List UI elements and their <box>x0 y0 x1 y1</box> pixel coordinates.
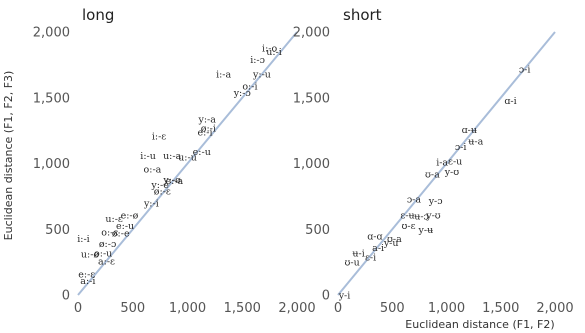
data-point-label: y:-ø <box>162 175 181 186</box>
x-tick-label: 500 <box>120 301 145 316</box>
reference-line <box>77 31 298 296</box>
panel-title-short: short <box>343 6 382 24</box>
data-point-label: ø:-ɛ <box>154 187 171 198</box>
data-point-label: y-ʊ <box>425 210 441 221</box>
data-point-label: a:-ɛ <box>98 256 115 267</box>
data-point-label: y:-e <box>150 180 169 191</box>
data-point-label: y-ʉ <box>418 225 434 236</box>
data-point-label: ø:-ɔ <box>99 239 116 250</box>
y-tick-label: 500 <box>305 223 330 238</box>
data-point-label: y:-i <box>143 198 159 209</box>
data-point-label: e:-i <box>197 127 212 138</box>
y-tick-label: 0 <box>62 289 70 304</box>
data-point-label: ʉ-a <box>468 137 483 148</box>
data-point-label: e:-ø <box>121 210 139 221</box>
panel-title-long: long <box>82 6 114 24</box>
data-point-label: a:-i <box>80 276 95 287</box>
data-point-label: ɑ-i <box>504 96 516 107</box>
data-point-label: u:-ø <box>81 250 100 261</box>
data-point-label: i-a <box>436 158 448 169</box>
data-point-label: u:-a <box>163 151 182 162</box>
y-tick-label: 0 <box>322 289 330 304</box>
data-point-label: ʊ-u <box>344 258 359 269</box>
data-point-label: u:-i <box>266 47 282 58</box>
data-point-label: ʊ-ɛ <box>402 221 416 232</box>
data-point-label: ø:-i <box>201 123 216 134</box>
data-point-label: o:-i <box>242 81 257 92</box>
data-point-label: ʉ-ɔ <box>414 212 429 223</box>
data-point-label: ɛ-ʉ <box>400 210 414 221</box>
y-tick-label: 1,500 <box>293 91 330 106</box>
data-point-label: i:-a <box>216 70 231 81</box>
data-point-label: i:-ɔ <box>250 55 265 66</box>
x-tick-label: 1,500 <box>482 301 519 316</box>
data-point-label: o:-u <box>94 248 112 259</box>
data-point-label: u:-u <box>178 152 197 163</box>
data-point-label: y:-u <box>252 70 271 81</box>
data-point-label: ø:-e <box>112 229 130 240</box>
data-point-label: ʊ-a <box>425 170 440 181</box>
data-point-label: ɔ-i <box>455 142 467 153</box>
y-axis-title: Euclidean distance (F1, F2, F3) <box>2 71 15 241</box>
data-point-label: i:-ɛ <box>152 131 166 142</box>
data-point-label: i:-i <box>77 234 90 245</box>
reference-line <box>337 31 556 296</box>
data-point-label: ʉ-i <box>352 248 364 259</box>
y-tick-label: 1,500 <box>33 91 70 106</box>
x-tick-label: 1,000 <box>169 301 206 316</box>
x-axis-title: Euclidean distance (F1, F2) <box>405 318 554 331</box>
data-point-label: ɔ-i <box>519 64 531 75</box>
y-tick-label: 1,000 <box>293 157 330 172</box>
data-point-label: e:-a <box>166 176 184 187</box>
data-point-label: y:-ɔ <box>233 88 251 99</box>
data-point-label: ɔ-a <box>407 195 422 206</box>
data-point-label: ɛ-u <box>448 156 462 167</box>
x-tick-label: 1,500 <box>224 301 261 316</box>
y-tick-label: 1,000 <box>33 157 70 172</box>
data-point-label: a-i <box>372 243 384 254</box>
x-tick-label: 0 <box>74 301 82 316</box>
data-point-label: y-ʊ <box>444 167 460 178</box>
x-tick-label: 500 <box>380 301 405 316</box>
data-point-label: e:-u <box>116 221 134 232</box>
x-tick-label: 0 <box>334 301 342 316</box>
data-point-label: ɛ-i <box>365 252 376 263</box>
data-point-label: i:-u <box>140 151 156 162</box>
data-point-label: ɑ-ɑ <box>367 231 382 242</box>
y-tick-label: 500 <box>45 223 70 238</box>
x-tick-label: 2,000 <box>536 301 573 316</box>
y-tick-label: 2,000 <box>33 26 70 41</box>
data-point-label: ʊ-a <box>387 234 402 245</box>
x-tick-label: 2,000 <box>278 301 315 316</box>
data-point-label: i:-o <box>262 43 277 54</box>
y-tick-label: 2,000 <box>293 26 330 41</box>
x-tick-label: 1,000 <box>428 301 465 316</box>
data-point-label: y:-a <box>197 114 216 125</box>
data-point-label: o:-ɛ <box>101 227 118 238</box>
data-point-label: y-i <box>338 291 351 302</box>
data-point-label: u:-ɛ <box>105 214 123 225</box>
data-point-label: o:-a <box>144 164 162 175</box>
data-point-label: ɑ-ʉ <box>462 125 477 136</box>
data-point-label: e:-ɛ <box>78 269 95 280</box>
data-point-label: y-u <box>383 238 399 249</box>
data-point-label: y-ɔ <box>428 196 443 207</box>
data-point-label: e:-u <box>193 147 211 158</box>
